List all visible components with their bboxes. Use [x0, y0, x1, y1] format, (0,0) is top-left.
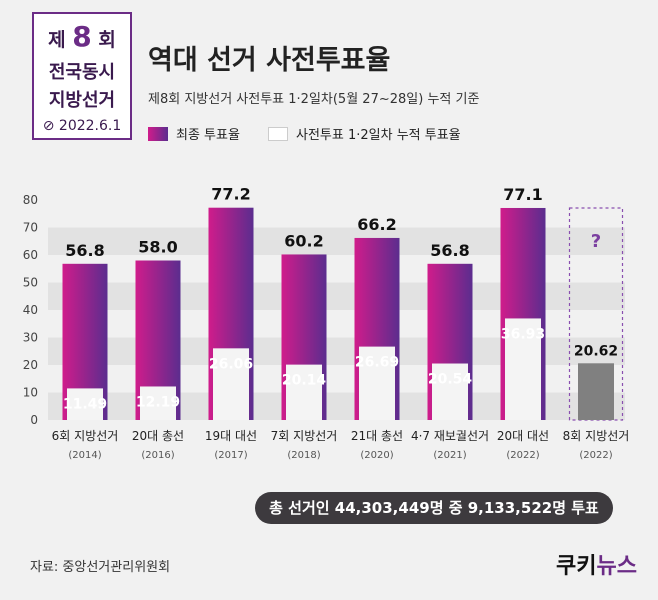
category-year-label: (2014)	[68, 450, 101, 461]
final-turnout-label: 58.0	[138, 238, 177, 257]
final-turnout-label: 77.1	[503, 185, 542, 204]
category-year-label: (2016)	[141, 450, 174, 461]
final-turnout-label: 60.2	[284, 231, 323, 250]
logo-suffix: 회	[98, 29, 116, 51]
category-label: 20대 대선	[497, 429, 549, 443]
legend-final: 최종 투표율	[148, 124, 240, 143]
y-tick-label: 80	[23, 193, 38, 207]
legend-final-label: 최종 투표율	[176, 128, 240, 143]
early-turnout-label: 11.49	[63, 396, 107, 412]
logo-prefix: 제	[48, 29, 66, 51]
early-turnout-label: 12.19	[136, 394, 180, 410]
y-tick-label: 70	[23, 221, 38, 235]
logo-date: ⊘ 2022.6.1	[34, 118, 130, 134]
final-turnout-label: 66.2	[357, 215, 396, 234]
y-tick-label: 60	[23, 248, 38, 262]
legend-early: 사전투표 1·2일차 누적 투표율	[268, 124, 461, 143]
category-year-label: (2020)	[360, 450, 393, 461]
total-voters-note: 총 선거인 44,303,449명 중 9,133,522명 투표	[255, 492, 613, 524]
y-tick-label: 50	[23, 276, 38, 290]
early-turnout-label: 20.62	[574, 343, 618, 359]
early-turnout-label: 20.54	[428, 372, 473, 388]
final-turnout-label: 77.2	[211, 185, 250, 204]
category-label: 7회 지방선거	[271, 429, 338, 443]
y-tick-label: 10	[23, 386, 38, 400]
pending-final-box	[568, 207, 624, 421]
early-turnout-label: 20.14	[282, 373, 327, 389]
logo-edition: 제 8 회	[34, 20, 130, 53]
category-year-label: (2022)	[506, 450, 539, 461]
pending-question-mark: ?	[591, 231, 601, 252]
category-year-label: (2017)	[214, 450, 247, 461]
logo-line2: 전국동시	[48, 62, 116, 83]
chart-title: 역대 선거 사전투표율	[148, 45, 391, 76]
early-turnout-bar	[432, 363, 468, 420]
category-year-label: (2018)	[287, 450, 320, 461]
y-tick-label: 40	[23, 303, 38, 317]
bar-chart: 0 10 20 30 40 50 60 70 80 56.8 11.49 6회 지방선거 (2014)…	[23, 185, 630, 461]
early-turnout-bar	[140, 386, 176, 420]
ballot-icon: ⊘	[42, 118, 55, 134]
category-label: 4·7 재보궐선거	[411, 429, 489, 443]
logo-date-text: 2022.6.1	[58, 118, 122, 134]
chart-subtitle: 제8회 지방선거 사전투표 1·2일차(5월 27~28일) 누적 기준	[148, 92, 480, 107]
category-label: 21대 총선	[351, 429, 403, 443]
early-turnout-bar	[286, 364, 322, 420]
early-turnout-bar	[359, 346, 395, 420]
category-label: 19대 대선	[205, 429, 257, 443]
logo-number: 8	[72, 20, 92, 53]
legend-final-swatch	[148, 126, 168, 141]
category-year-label: (2022)	[579, 450, 612, 461]
source-note: 자료: 중앙선거관리위원회	[30, 560, 171, 575]
early-turnout-label: 36.93	[501, 326, 545, 342]
early-turnout-label: 26.06	[209, 356, 253, 372]
early-turnout-label: 26.69	[355, 355, 399, 371]
y-tick-label: 30	[23, 331, 38, 345]
category-year-label: (2021)	[433, 450, 466, 461]
early-turnout-bar	[505, 318, 541, 420]
category-label: 6회 지방선거	[52, 429, 119, 443]
logo-line3: 지방선거	[48, 90, 116, 111]
brand-part1: 쿠키	[556, 554, 597, 579]
y-tick-label: 0	[30, 413, 38, 427]
early-turnout-bar	[67, 388, 103, 420]
election-logo: 제 8 회 전국동시 지방선거 ⊘ 2022.6.1	[32, 12, 132, 140]
brand-logo: 쿠키뉴스	[556, 548, 637, 580]
early-turnout-bar	[578, 363, 614, 420]
legend-early-swatch	[268, 126, 288, 141]
category-label: 8회 지방선거	[563, 429, 630, 443]
early-turnout-bar	[213, 348, 249, 420]
legend-early-label: 사전투표 1·2일차 누적 투표율	[296, 128, 461, 143]
category-label: 20대 총선	[132, 429, 184, 443]
y-tick-label: 20	[23, 358, 38, 372]
brand-part2: 뉴스	[596, 554, 637, 579]
final-turnout-label: 56.8	[430, 241, 469, 260]
final-turnout-label: 56.8	[65, 241, 104, 260]
